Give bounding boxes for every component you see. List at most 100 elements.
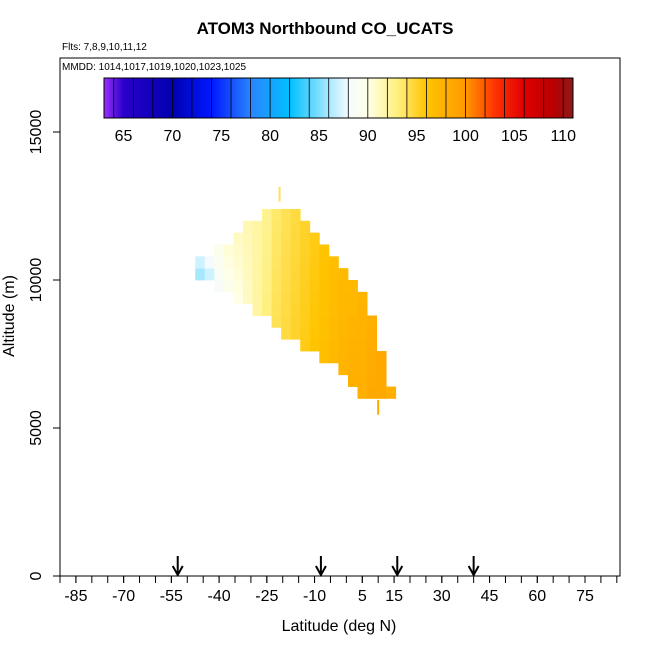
chart-title: ATOM3 Northbound CO_UCATS	[196, 19, 454, 38]
heatmap-cell	[290, 208, 301, 222]
x-tick-label: 30	[433, 588, 451, 605]
heatmap-cell	[214, 268, 225, 281]
heatmap-cell	[347, 315, 358, 328]
heatmap-cell	[300, 303, 311, 316]
heatmap-cell	[233, 244, 244, 257]
heatmap-cell	[204, 268, 215, 281]
heatmap-cell	[328, 339, 339, 352]
heatmap-cell	[319, 268, 330, 281]
heatmap-cell	[367, 351, 377, 364]
x-axis-label: Latitude (deg N)	[282, 618, 397, 635]
heatmap-cell	[347, 291, 358, 305]
heatmap-cell	[214, 256, 225, 269]
heatmap-cell	[300, 280, 311, 293]
heatmap-cell	[252, 280, 263, 293]
heatmap-cell	[338, 315, 349, 328]
heatmap-cell	[290, 303, 301, 316]
heatmap-cell	[319, 351, 330, 364]
heatmap-cell	[223, 280, 234, 293]
heatmap-cell	[328, 315, 339, 328]
heatmap-cell	[281, 303, 292, 316]
heatmap-cell	[309, 232, 320, 245]
heatmap-cell	[347, 362, 358, 376]
heatmap-cell	[328, 268, 339, 281]
heatmap-cell	[328, 291, 339, 305]
heatmap-cell	[290, 232, 301, 245]
heatmap-cell	[338, 268, 349, 281]
heatmap-cell	[338, 280, 349, 293]
heatmap-cell	[338, 362, 349, 376]
heatmap-cell	[262, 268, 272, 281]
colorbar-gradient	[103, 77, 574, 119]
heatmap-cell	[233, 268, 244, 281]
x-tick-label: -55	[160, 588, 183, 605]
heatmap-cell	[252, 291, 263, 305]
heatmap-cell	[290, 256, 301, 269]
flight-marker-arrow	[171, 556, 184, 578]
heatmap-cell	[300, 232, 311, 245]
colorbar-tick-label: 105	[501, 128, 528, 145]
heatmap-cell	[233, 232, 244, 245]
y-axis-label: Altitude (m)	[1, 275, 18, 357]
heatmap-cell	[281, 291, 292, 305]
x-tick-label: 60	[528, 588, 546, 605]
x-tick-label: -85	[64, 588, 87, 605]
heatmap-cell	[262, 280, 272, 293]
colorbar-tick-label: 85	[310, 128, 328, 145]
heatmap-cell	[300, 327, 311, 340]
heatmap-cell	[319, 244, 330, 257]
heatmap-cell	[309, 256, 320, 269]
heatmap-cell	[290, 315, 301, 328]
heatmap-cell	[319, 339, 330, 352]
arrow-head	[171, 565, 184, 578]
heatmap-cell	[357, 291, 368, 305]
heatmap-cell	[242, 220, 253, 234]
x-tick-label: -70	[112, 588, 135, 605]
heatmap-cell	[319, 256, 330, 269]
heatmap-cell	[281, 220, 292, 234]
heatmap-cell	[300, 291, 311, 305]
heatmap-cell	[271, 268, 282, 281]
heatmap-cell	[357, 362, 368, 376]
heatmap-cell	[357, 351, 368, 364]
x-tick-label: 75	[576, 588, 594, 605]
heatmap-cell	[338, 339, 349, 352]
heatmap-cell	[347, 374, 358, 387]
heatmap-cell	[338, 351, 349, 364]
arrow-head	[315, 565, 327, 578]
x-tick-label: 15	[385, 588, 403, 605]
heatmap-cell	[319, 327, 330, 340]
arrow-head	[391, 565, 404, 578]
heatmap-cell	[309, 291, 320, 305]
heatmap-cell	[262, 244, 272, 257]
heatmap-cell	[271, 303, 282, 316]
heatmap-cell	[252, 268, 263, 281]
heatmap-cell	[271, 220, 282, 234]
heatmap-cell	[281, 280, 292, 293]
flight-marker-arrow	[467, 556, 480, 578]
heatmap-cell	[328, 303, 339, 316]
heatmap-cell	[214, 244, 225, 257]
heatmap-cell	[262, 303, 272, 316]
heatmap-cell	[242, 291, 253, 305]
y-tick-label: 10000	[28, 258, 45, 303]
heatmap-cell	[319, 315, 330, 328]
heatmap-cell	[367, 386, 377, 399]
heatmap-cell	[242, 268, 253, 281]
heatmap-cell	[357, 374, 368, 387]
heatmap-cell	[300, 315, 311, 328]
heatmap-cell	[347, 327, 358, 340]
heatmap-cell	[271, 256, 282, 269]
colorbar-tick-label: 110	[550, 128, 576, 145]
colorbar: 65 70 75 80 85 90 95 100 105 110	[103, 77, 576, 145]
colorbar-tick-label: 95	[408, 128, 426, 145]
heatmap-cell	[328, 327, 339, 340]
colorbar-tick-label: 75	[212, 128, 230, 145]
x-axis: -85 -70 -55 -40 -25 -10 5 15 30 45 60 75	[59, 576, 618, 605]
heatmap-cell	[252, 220, 263, 234]
heatmap-cell	[376, 362, 387, 376]
colorbar-tick-label: 70	[163, 128, 181, 145]
heatmap-cell	[271, 208, 282, 222]
heatmap-cell	[290, 291, 301, 305]
